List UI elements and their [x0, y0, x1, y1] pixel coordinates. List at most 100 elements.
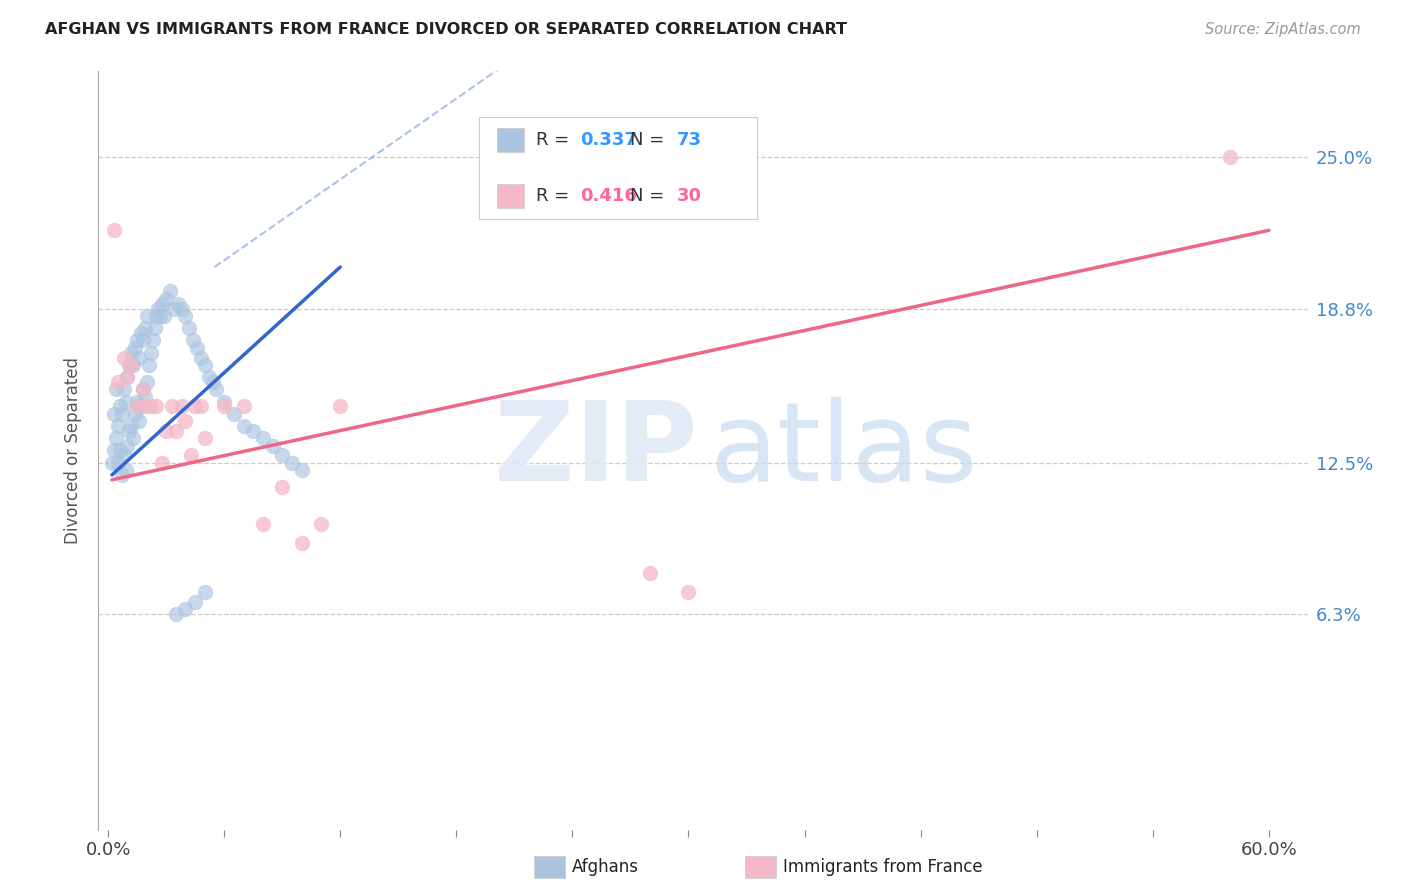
Point — [122, 358, 145, 372]
Point — [108, 443, 131, 458]
Point — [132, 382, 155, 396]
Point — [205, 382, 228, 396]
Bar — [498, 184, 524, 209]
Point — [124, 341, 146, 355]
Text: Source: ZipAtlas.com: Source: ZipAtlas.com — [1205, 22, 1361, 37]
Point — [117, 370, 139, 384]
Point — [155, 292, 177, 306]
Point — [153, 309, 176, 323]
Point — [111, 467, 134, 482]
Point — [149, 309, 172, 323]
Point — [290, 463, 312, 477]
Point — [127, 394, 149, 409]
Text: 30: 30 — [676, 187, 702, 205]
Point — [271, 448, 294, 462]
Point — [190, 400, 212, 414]
Bar — [479, 117, 758, 219]
Point — [174, 602, 197, 616]
Point — [170, 400, 193, 414]
Point — [128, 351, 150, 365]
Point — [181, 334, 204, 348]
Point — [1219, 150, 1241, 164]
Text: atlas: atlas — [709, 397, 977, 504]
Point — [134, 390, 156, 404]
Point — [112, 351, 135, 365]
Point — [212, 400, 235, 414]
Point — [132, 382, 155, 396]
Point — [103, 407, 125, 421]
Point — [114, 394, 136, 409]
Point — [186, 341, 208, 355]
Text: 73: 73 — [676, 131, 702, 149]
Point — [107, 456, 129, 470]
Point — [212, 394, 235, 409]
Point — [194, 585, 217, 599]
Point — [145, 309, 167, 323]
Point — [118, 358, 141, 372]
Text: AFGHAN VS IMMIGRANTS FROM FRANCE DIVORCED OR SEPARATED CORRELATION CHART: AFGHAN VS IMMIGRANTS FROM FRANCE DIVORCE… — [45, 22, 846, 37]
Point — [103, 223, 125, 237]
Point — [117, 370, 139, 384]
Point — [184, 400, 207, 414]
Bar — [498, 128, 524, 152]
Text: 0.337: 0.337 — [579, 131, 637, 149]
Point — [135, 375, 157, 389]
Point — [132, 334, 155, 348]
Point — [142, 334, 165, 348]
Point — [107, 419, 129, 434]
Point — [163, 301, 186, 316]
Text: 0.416: 0.416 — [579, 187, 637, 205]
Text: Afghans: Afghans — [572, 858, 640, 876]
Point — [159, 285, 181, 299]
Point — [194, 358, 217, 372]
Text: R =: R = — [536, 187, 575, 205]
Text: Immigrants from France: Immigrants from France — [783, 858, 983, 876]
Point — [127, 400, 149, 414]
Point — [111, 407, 134, 421]
Point — [127, 334, 149, 348]
Point — [135, 309, 157, 323]
Point — [139, 400, 162, 414]
Point — [197, 370, 219, 384]
Point — [252, 516, 274, 531]
Text: N =: N = — [630, 131, 671, 149]
Point — [174, 309, 197, 323]
Point — [179, 321, 201, 335]
Point — [104, 431, 127, 445]
Point — [139, 345, 162, 359]
Point — [107, 375, 129, 389]
Point — [184, 595, 207, 609]
Point — [329, 400, 352, 414]
Point — [138, 358, 160, 372]
Text: R =: R = — [536, 131, 575, 149]
Point — [165, 424, 187, 438]
Point — [170, 301, 193, 316]
Point — [180, 448, 202, 462]
Point — [165, 607, 187, 622]
Point — [150, 296, 173, 310]
Point — [271, 480, 294, 494]
Point — [166, 296, 188, 310]
Point — [114, 463, 136, 477]
Point — [112, 448, 135, 462]
Point — [638, 566, 661, 580]
Text: N =: N = — [630, 187, 671, 205]
Point — [108, 400, 131, 414]
Point — [143, 321, 166, 335]
Point — [174, 414, 197, 428]
Point — [129, 326, 152, 340]
Point — [242, 424, 264, 438]
Point — [135, 400, 157, 414]
Point — [118, 424, 141, 438]
Point — [232, 419, 254, 434]
Point — [120, 345, 142, 359]
Point — [124, 407, 146, 421]
Point — [128, 414, 150, 428]
Point — [262, 439, 284, 453]
Point — [155, 424, 177, 438]
Point — [678, 585, 700, 599]
Point — [120, 419, 142, 434]
Point — [120, 358, 142, 372]
Point — [101, 456, 124, 470]
Point — [232, 400, 254, 414]
